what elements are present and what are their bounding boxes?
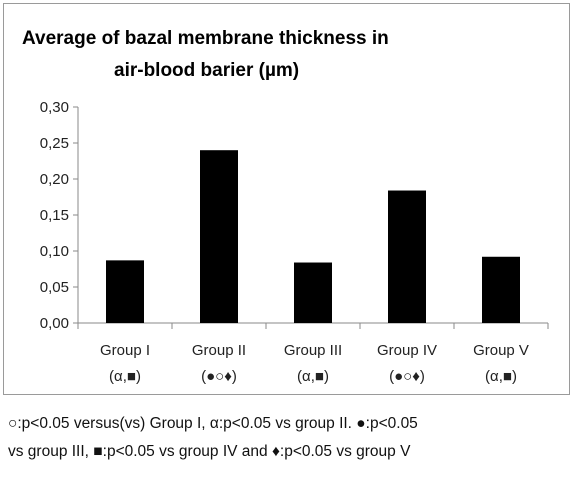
x-category-label: Group V [473, 342, 529, 359]
bar [106, 260, 144, 323]
x-category-sublabel: (●○♦) [389, 368, 425, 385]
x-category-sublabel: (●○♦) [201, 368, 237, 385]
bar [294, 262, 332, 323]
y-tick-label: 0,30 [40, 99, 69, 116]
x-category-sublabel: (α,■) [485, 368, 517, 385]
y-tick-label: 0,00 [40, 315, 69, 332]
bar-chart: Average of bazal membrane thickness in a… [22, 28, 549, 385]
bar [482, 256, 520, 323]
footnote: ○:p<0.05 versus(vs) Group I, α:p<0.05 vs… [8, 410, 568, 466]
chart-title-line-2: air-blood barier (µm) [114, 60, 299, 81]
chart-title-line-1: Average of bazal membrane thickness in [22, 28, 389, 49]
x-category-label: Group II [192, 342, 246, 359]
footnote-line-2: vs group III, ■:p<0.05 vs group IV and ♦… [8, 443, 411, 460]
x-category-label: Group IV [377, 342, 437, 359]
y-axis-ticks: 0,00 0,05 0,10 0,15 0,20 0,25 0,30 [40, 99, 78, 332]
footnote-line-1: ○:p<0.05 versus(vs) Group I, α:p<0.05 vs… [8, 415, 418, 432]
bar [388, 190, 426, 323]
x-axis-labels: Group I (α,■) Group II (●○♦) Group III (α,■) G… [100, 342, 529, 385]
y-tick-label: 0,20 [40, 171, 69, 188]
x-category-sublabel: (α,■) [109, 368, 141, 385]
x-category-label: Group I [100, 342, 150, 359]
y-tick-label: 0,10 [40, 243, 69, 260]
chart-frame [3, 3, 570, 395]
x-category-sublabel: (α,■) [297, 368, 329, 385]
y-tick-label: 0,25 [40, 135, 69, 152]
bars [106, 150, 520, 323]
y-tick-label: 0,05 [40, 279, 69, 296]
y-tick-label: 0,15 [40, 207, 69, 224]
bar [200, 150, 238, 323]
x-category-label: Group III [284, 342, 342, 359]
